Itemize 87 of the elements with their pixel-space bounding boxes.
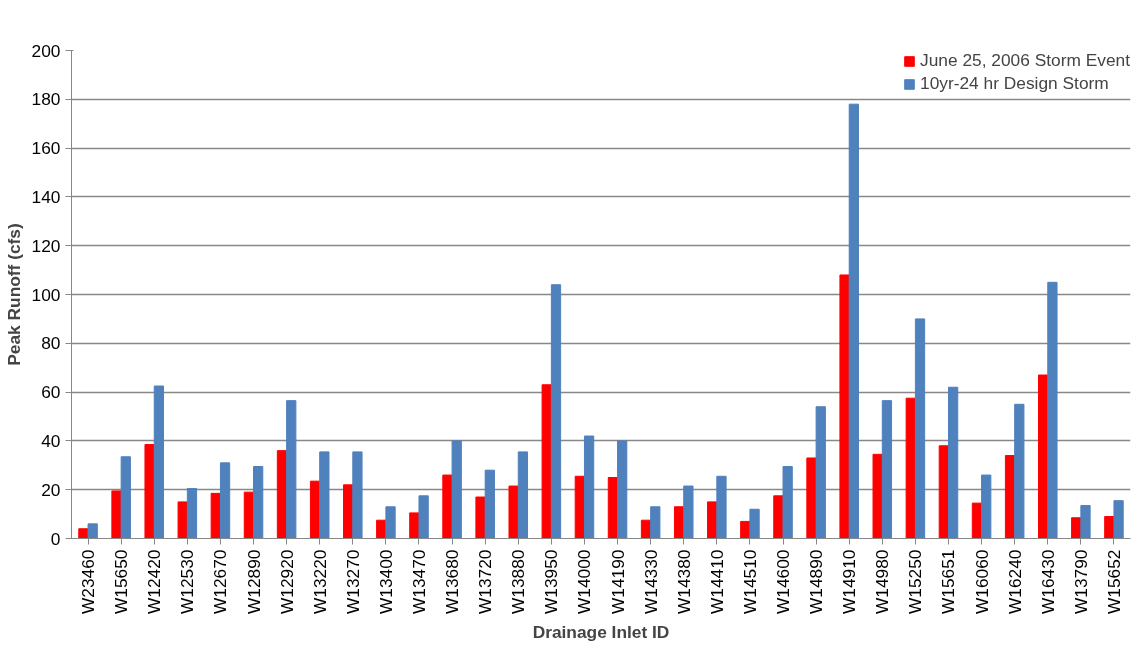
x-tick-label: W13950 <box>541 549 562 615</box>
bar <box>914 318 926 539</box>
x-tick-label: W14380 <box>673 549 694 615</box>
bar <box>1047 281 1058 539</box>
bar <box>484 469 495 539</box>
bar <box>815 406 826 539</box>
x-tick-label: W15651 <box>938 549 959 615</box>
bar <box>716 475 727 539</box>
x-tick-label: W15250 <box>905 549 926 615</box>
bar <box>219 462 231 539</box>
bar <box>319 451 330 539</box>
x-tick-label: W16060 <box>971 549 992 615</box>
x-tick-label: W12670 <box>210 549 231 615</box>
x-tick-label: W12920 <box>276 549 297 615</box>
x-tick-label: W12890 <box>243 549 264 615</box>
bar <box>120 456 131 539</box>
y-tick-label: 60 <box>41 382 61 403</box>
bar <box>782 466 793 539</box>
bar <box>475 496 486 539</box>
x-tick-label: W14980 <box>872 549 893 615</box>
x-tick-label: W14910 <box>839 549 860 615</box>
x-tick-label: W14510 <box>739 549 760 615</box>
x-tick-label: W12420 <box>144 549 165 615</box>
x-tick-label: W14600 <box>773 549 794 615</box>
x-tick-label: W14330 <box>640 549 661 615</box>
x-tick-label: W13680 <box>442 549 463 615</box>
y-tick-label: 120 <box>31 235 61 256</box>
bar <box>683 485 694 539</box>
y-tick-label: 200 <box>31 40 61 61</box>
x-tick-label: W13400 <box>375 549 396 615</box>
x-tick-label: W14190 <box>607 549 628 615</box>
bar <box>418 495 429 539</box>
bar <box>1080 505 1091 539</box>
bar <box>839 274 850 539</box>
bar <box>981 474 992 539</box>
x-tick-label: W13470 <box>408 549 429 615</box>
bar <box>1014 403 1025 539</box>
x-tick-label: W15652 <box>1103 549 1124 615</box>
x-tick-label: W14410 <box>706 549 727 615</box>
bar <box>253 466 264 539</box>
x-tick-label: W16240 <box>1004 549 1025 615</box>
legend-label: June 25, 2006 Storm Event <box>920 50 1130 71</box>
bar <box>583 435 595 539</box>
bar <box>550 284 562 539</box>
legend-label: 10yr-24 hr Design Storm <box>920 73 1109 94</box>
y-tick-label: 160 <box>31 138 61 159</box>
bar <box>153 385 164 539</box>
bar <box>541 384 552 539</box>
bar <box>1113 500 1124 539</box>
bar <box>881 400 893 539</box>
bar <box>177 501 188 539</box>
x-tick-label: W16430 <box>1037 549 1058 615</box>
x-tick-label: W15650 <box>111 549 132 615</box>
x-tick-label: W13880 <box>508 549 529 615</box>
bar <box>144 444 155 539</box>
x-tick-label: W13790 <box>1070 549 1091 615</box>
bar <box>508 485 519 539</box>
x-tick-label: W14890 <box>806 549 827 615</box>
bar <box>947 386 959 539</box>
bar <box>905 397 916 539</box>
x-axis-title: Drainage Inlet ID <box>532 622 670 643</box>
bar <box>872 453 883 539</box>
x-tick-label: W23460 <box>78 549 99 615</box>
bar <box>87 523 98 539</box>
bar <box>286 400 297 539</box>
bar <box>186 487 198 539</box>
bar <box>749 508 760 539</box>
bar <box>650 506 661 539</box>
y-tick-label: 140 <box>31 186 61 207</box>
y-axis-title: Peak Runoff (cfs) <box>3 223 24 366</box>
y-tick-label: 20 <box>41 479 61 500</box>
bar <box>517 451 529 539</box>
y-tick-label: 40 <box>41 430 61 451</box>
bar <box>617 440 628 539</box>
bar <box>385 506 396 539</box>
x-tick-label: W12530 <box>177 549 198 615</box>
y-tick-label: 0 <box>50 528 61 549</box>
x-tick-label: W13720 <box>475 549 496 615</box>
x-tick-label: W14000 <box>574 549 595 615</box>
bar <box>848 103 859 539</box>
bar <box>352 451 363 539</box>
x-tick-label: W13270 <box>342 549 363 615</box>
y-tick-label: 100 <box>31 284 61 305</box>
bar <box>451 440 462 539</box>
x-tick-label: W13220 <box>309 549 330 615</box>
y-tick-label: 180 <box>31 89 61 110</box>
y-tick-label: 80 <box>41 333 61 354</box>
